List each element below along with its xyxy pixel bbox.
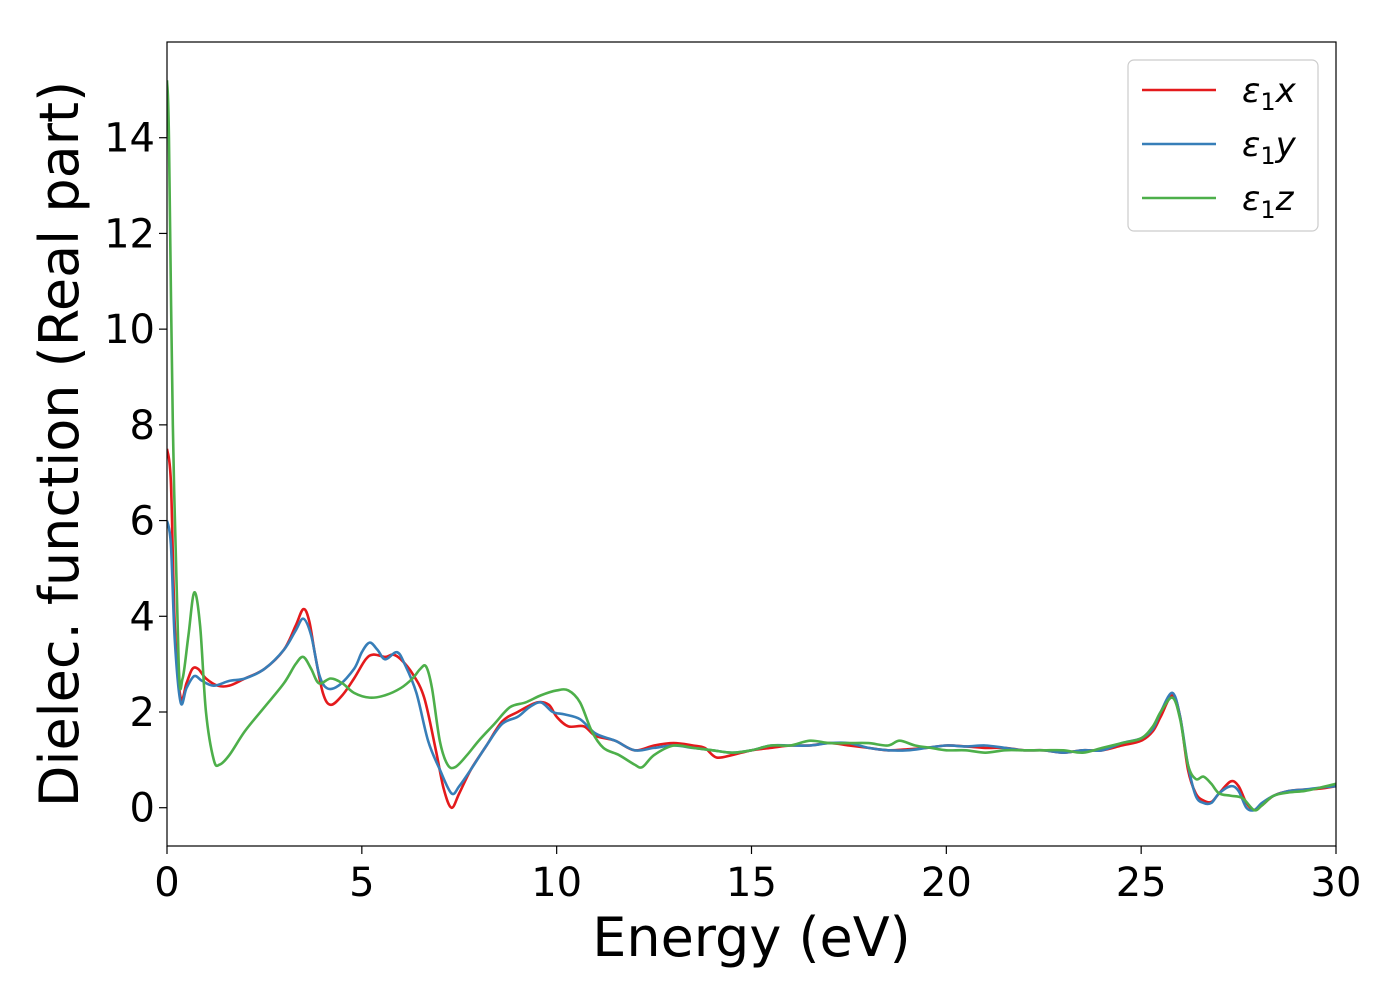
y-axis-title: Dielec. function (Real part)	[28, 81, 91, 807]
y-tick-label: 10	[104, 307, 155, 353]
x-tick-label: 15	[726, 860, 777, 906]
series-line-y	[167, 520, 1336, 812]
series-line-x	[167, 448, 1336, 812]
y-axis-ticks: 0 2 4 6 8 10 12 14	[104, 116, 167, 832]
y-tick-label: 2	[130, 690, 155, 736]
x-axis-title: Energy (eV)	[592, 906, 911, 969]
x-tick-label: 25	[1116, 860, 1167, 906]
series-layer	[167, 80, 1336, 812]
legend-box	[1127, 59, 1319, 232]
x-tick-label: 30	[1311, 860, 1362, 906]
y-tick-label: 8	[130, 403, 155, 449]
x-axis-ticks: 0 5 10 15 20 25 30	[154, 846, 1361, 906]
y-tick-label: 12	[104, 211, 155, 257]
x-tick-label: 10	[531, 860, 582, 906]
legend-label-y: ε1y	[1242, 125, 1297, 170]
x-tick-label: 0	[154, 860, 179, 906]
y-tick-label: 0	[130, 786, 155, 832]
legend: ε1x ε1y ε1z	[1127, 59, 1319, 232]
y-tick-label: 6	[130, 499, 155, 545]
x-tick-label: 5	[349, 860, 374, 906]
legend-label-x: ε1x	[1242, 71, 1297, 116]
y-tick-label: 14	[104, 116, 155, 162]
y-tick-label: 4	[130, 594, 155, 640]
series-line-z	[167, 80, 1336, 812]
legend-label-z: ε1z	[1242, 179, 1295, 224]
x-tick-label: 20	[921, 860, 972, 906]
